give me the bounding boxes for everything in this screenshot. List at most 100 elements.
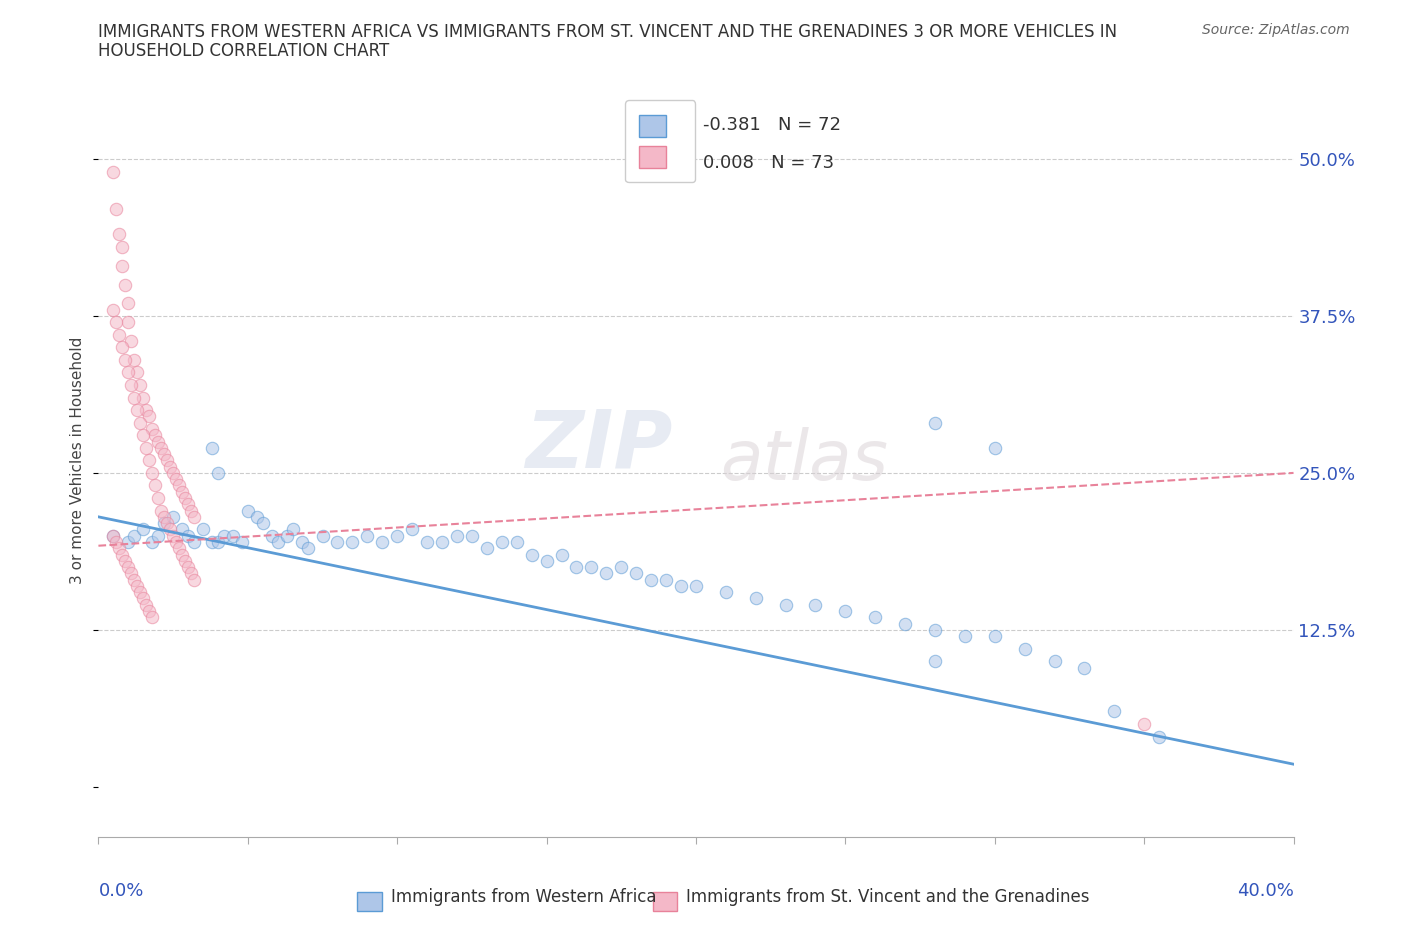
Point <box>222 528 245 543</box>
Point <box>159 522 181 537</box>
Point <box>141 535 163 550</box>
Point <box>120 565 142 580</box>
Point <box>120 334 142 349</box>
Text: atlas: atlas <box>720 427 887 494</box>
Point <box>111 259 134 273</box>
Point <box>714 585 737 600</box>
Point <box>201 441 224 456</box>
Point <box>148 528 170 543</box>
Point <box>108 541 131 556</box>
Point <box>153 446 176 461</box>
Point <box>103 528 125 543</box>
Point <box>172 522 194 537</box>
Point <box>105 535 128 550</box>
Point <box>281 522 304 537</box>
Text: 0.0%: 0.0% <box>98 883 143 900</box>
Point <box>655 572 678 587</box>
Text: R = 0.008   N = 73: R = 0.008 N = 73 <box>664 153 834 172</box>
Point <box>132 522 155 537</box>
Point <box>446 528 468 543</box>
Bar <box>652 893 678 911</box>
Point <box>865 610 887 625</box>
Point <box>416 535 439 550</box>
Point <box>117 314 139 330</box>
Point <box>111 340 134 355</box>
Point <box>135 403 157 418</box>
Point <box>311 528 333 543</box>
Point <box>1147 729 1170 744</box>
Point <box>550 547 572 562</box>
Point <box>183 510 205 525</box>
Point <box>326 535 349 550</box>
Point <box>1014 642 1036 657</box>
Point <box>124 352 146 367</box>
Point <box>165 535 187 550</box>
Point <box>108 327 131 342</box>
Point <box>536 553 558 568</box>
Point <box>297 541 319 556</box>
Point <box>581 560 603 575</box>
Y-axis label: 3 or more Vehicles in Household: 3 or more Vehicles in Household <box>70 337 86 584</box>
Point <box>143 428 166 443</box>
Point <box>114 352 136 367</box>
Point <box>105 314 128 330</box>
Point <box>924 415 946 430</box>
Point <box>207 535 229 550</box>
Point <box>1073 660 1095 675</box>
Point <box>1104 704 1126 719</box>
Point <box>506 535 529 550</box>
Point <box>385 528 409 543</box>
Point <box>129 415 152 430</box>
Point <box>148 434 170 449</box>
Point <box>371 535 394 550</box>
Point <box>183 535 205 550</box>
Point <box>148 491 170 506</box>
Legend: , : , <box>624 100 696 182</box>
Point <box>924 622 946 637</box>
Point <box>894 616 917 631</box>
Point <box>135 597 157 612</box>
Point <box>520 547 543 562</box>
Point <box>183 572 205 587</box>
Point <box>132 428 155 443</box>
Point <box>108 227 131 242</box>
Point <box>114 277 136 292</box>
Point <box>165 472 187 486</box>
Point <box>127 365 149 380</box>
Point <box>162 528 184 543</box>
Point <box>127 578 149 593</box>
Text: R = -0.381   N = 72: R = -0.381 N = 72 <box>664 116 841 134</box>
Point <box>153 510 176 525</box>
Point <box>177 528 200 543</box>
Text: Source: ZipAtlas.com: Source: ZipAtlas.com <box>1202 23 1350 37</box>
Point <box>201 535 224 550</box>
Point <box>135 441 157 456</box>
Point <box>491 535 513 550</box>
Point <box>174 553 197 568</box>
Point <box>1043 654 1066 669</box>
Point <box>153 516 176 531</box>
Point <box>212 528 235 543</box>
Point <box>138 604 160 618</box>
Point <box>804 597 827 612</box>
Point <box>156 516 179 531</box>
Point <box>685 578 707 593</box>
Point <box>834 604 856 618</box>
Point <box>117 365 139 380</box>
Point <box>159 459 181 474</box>
Point <box>475 541 498 556</box>
Point <box>595 565 617 580</box>
Point <box>267 535 290 550</box>
Point <box>172 485 194 499</box>
Point <box>162 510 184 525</box>
Point <box>252 516 274 531</box>
Point <box>775 597 797 612</box>
Point <box>1133 717 1156 732</box>
Point <box>103 165 125 179</box>
Point <box>103 302 125 317</box>
Point <box>129 585 152 600</box>
Point <box>191 522 214 537</box>
Point <box>180 565 202 580</box>
Point <box>291 535 314 550</box>
Point <box>342 535 364 550</box>
